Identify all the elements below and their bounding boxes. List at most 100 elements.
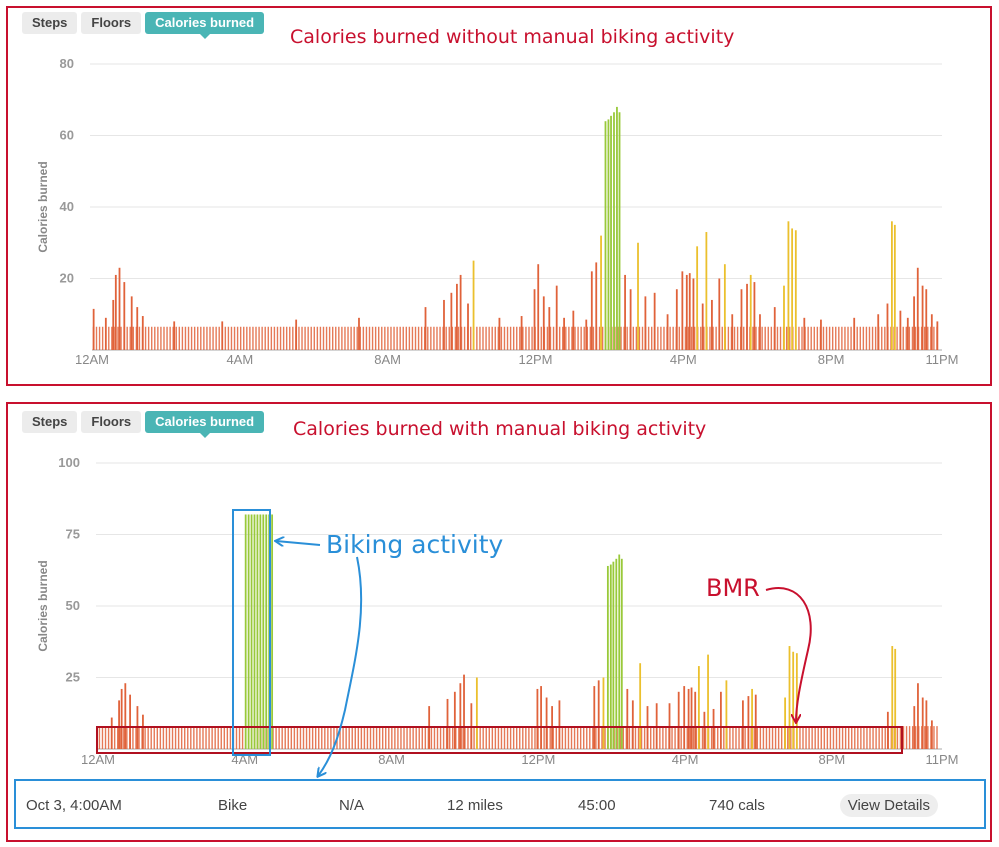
bmr-bar [316, 326, 319, 350]
active-bar [540, 686, 542, 749]
bmr-bar [620, 326, 622, 350]
active-bar [631, 700, 634, 749]
bmr-bar [576, 726, 579, 749]
activity-log-row[interactable]: Oct 3, 4:00AM Bike N/A 12 miles 45:00 74… [14, 779, 986, 829]
active-bar [705, 232, 708, 350]
active-bar [749, 274, 752, 350]
active-bar [707, 654, 709, 749]
tab-calories-burned[interactable]: Calories burned [145, 411, 265, 438]
bmr-bar [199, 726, 201, 749]
bmr-bar [267, 326, 269, 350]
bmr-bar [439, 726, 442, 749]
bmr-bar [785, 326, 788, 350]
bmr-bar [534, 726, 536, 749]
bmr-bar [174, 726, 177, 749]
bmr-bar [135, 726, 137, 749]
bmr-bar [759, 726, 762, 749]
bmr-bar [156, 726, 159, 749]
metric-tabs-top: Steps Floors Calories burned [22, 12, 265, 39]
bmr-bar [381, 726, 384, 749]
y-tick-label: 40 [60, 199, 74, 214]
bmr-bar [823, 726, 826, 749]
active-bar [701, 303, 704, 350]
bmr-bar [758, 326, 760, 350]
bmr-bar [561, 726, 564, 749]
bmr-bar [552, 726, 554, 749]
bmr-highlight-box [96, 726, 903, 754]
bmr-bar [482, 326, 484, 350]
bmr-bar [813, 326, 815, 350]
bmr-bar [95, 326, 98, 350]
bmr-bar [592, 726, 594, 749]
bmr-bar [160, 326, 162, 350]
bmr-bar [147, 726, 149, 749]
bmr-bar [905, 726, 908, 749]
bmr-bar [313, 326, 315, 350]
active-bar [894, 648, 897, 749]
tab-steps[interactable]: Steps [22, 12, 78, 34]
bmr-bar [921, 726, 923, 749]
bmr-bar [153, 726, 155, 749]
bmr-bar [424, 726, 427, 749]
bmr-bar [308, 726, 311, 749]
active-bar [773, 307, 776, 350]
bmr-bar [284, 726, 286, 749]
tab-floors[interactable]: Floors [81, 411, 142, 433]
bmr-bar [439, 326, 441, 350]
bmr-bar [113, 726, 116, 749]
bmr-bar [353, 326, 355, 350]
bmr-bar [193, 726, 195, 749]
active-bar [754, 694, 757, 749]
bmr-bar [687, 326, 690, 350]
bmr-bar [310, 326, 312, 350]
y-axis-title: Calories burned [36, 161, 50, 252]
active-bar [913, 296, 915, 350]
activity-duration: 45:00 [578, 797, 616, 814]
bmr-bar [808, 726, 810, 749]
bmr-bar [378, 726, 381, 749]
bmr-bar [455, 726, 457, 749]
bmr-bar [415, 726, 417, 749]
bmr-bar [799, 726, 801, 749]
bmr-bar [780, 726, 783, 749]
bmr-bar [235, 726, 238, 749]
active-bar [456, 283, 458, 350]
bmr-bar [132, 726, 134, 749]
bmr-bar [850, 326, 852, 350]
active-bar [751, 688, 753, 749]
active-bar [906, 317, 909, 350]
bmr-bar [704, 726, 707, 749]
bmr-bar [516, 326, 518, 350]
bmr-bar [902, 726, 905, 749]
bmr-bar [790, 726, 792, 749]
active-bar [110, 717, 113, 749]
bmr-bar [322, 326, 325, 350]
bmr-bar [264, 326, 266, 350]
active-bar [740, 289, 743, 350]
bmr-bar [218, 326, 220, 350]
bmr-bar [770, 326, 773, 350]
bmr-bar [464, 726, 466, 749]
bmr-bar [651, 326, 653, 350]
active-bar [784, 697, 787, 749]
biking-bar [256, 514, 259, 749]
annotation-title-top: Calories burned without manual biking ac… [290, 26, 735, 48]
bmr-bar [397, 726, 399, 749]
tab-calories-burned[interactable]: Calories burned [145, 12, 265, 39]
bmr-bar [229, 726, 232, 749]
bmr-bar [579, 726, 582, 749]
x-tick-label: 11PM [926, 352, 959, 367]
bmr-bar [436, 726, 439, 749]
bmr-bar [430, 326, 432, 350]
active-bar [173, 321, 176, 350]
bmr-bar [418, 726, 420, 749]
bmr-bar [433, 726, 436, 749]
active-bar [590, 271, 593, 350]
active-bar [130, 296, 133, 350]
tab-steps[interactable]: Steps [22, 411, 78, 433]
bmr-bar [616, 726, 618, 749]
tab-floors[interactable]: Floors [81, 12, 142, 34]
active-bar [602, 677, 605, 749]
bmr-bar [662, 726, 664, 749]
view-details-button[interactable]: View Details [839, 794, 938, 817]
